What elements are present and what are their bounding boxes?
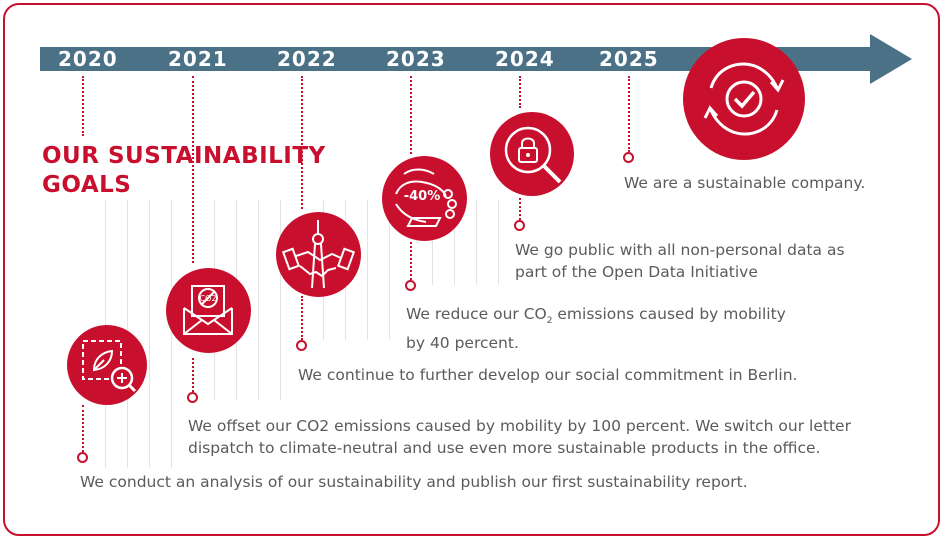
marker-2023 [405, 280, 416, 291]
goal-2021-line-1: We offset our CO2 emissions caused by mo… [188, 417, 851, 435]
title-line-1: OUR SUSTAINABILITY [42, 143, 326, 169]
timeline-connector-2023 [410, 76, 412, 154]
co2-label: CO2 [200, 294, 217, 303]
timeline-connector-2021 [192, 76, 194, 263]
year-2025: 2025 [599, 47, 659, 71]
year-2021: 2021 [168, 47, 228, 71]
marker-2024 [514, 220, 525, 231]
goal-2021: We offset our CO2 emissions caused by mo… [188, 415, 851, 459]
marker-2020 [77, 452, 88, 463]
goal-2023-pre: We reduce our CO [406, 305, 547, 323]
car-emissions-icon: -40% [382, 156, 467, 241]
goal-2023-post: emissions caused by mobility [552, 305, 786, 323]
year-2023: 2023 [386, 47, 446, 71]
goal-2023: We reduce our CO2 emissions caused by mo… [406, 303, 786, 354]
marker-2021 [187, 392, 198, 403]
goal-2023-subscript: 2 [546, 316, 553, 327]
timeline-connector-2023-lower [410, 242, 412, 280]
marker-2025 [623, 152, 634, 163]
sustainable-check-icon [683, 38, 805, 160]
timeline-connector-2022 [301, 76, 303, 209]
lock-search-icon [490, 112, 574, 196]
marker-2022 [296, 340, 307, 351]
timeline-connector-2021-lower [192, 358, 194, 392]
goal-2020: We conduct an analysis of our sustainabi… [80, 473, 748, 491]
timeline-connector-2025 [628, 76, 630, 152]
goal-2021-line-2: dispatch to climate-neutral and use even… [188, 439, 821, 457]
goal-2022: We continue to further develop our socia… [298, 366, 798, 384]
goal-2024: We go public with all non-personal data … [515, 239, 845, 283]
minus-40-label: -40% [404, 189, 441, 204]
timeline-connector-2020 [82, 76, 84, 136]
goal-2024-line-2: part of the Open Data Initiative [515, 263, 758, 281]
year-2020: 2020 [58, 47, 118, 71]
goal-2025: We are a sustainable company. [624, 174, 866, 192]
timeline-connector-2020-lower [82, 405, 84, 452]
page-title: OUR SUSTAINABILITY GOALS [42, 142, 326, 200]
year-2024: 2024 [495, 47, 555, 71]
timeline-connector-2024 [519, 76, 521, 108]
frame-border [3, 3, 940, 536]
year-2022: 2022 [277, 47, 337, 71]
goal-2024-line-1: We go public with all non-personal data … [515, 241, 845, 259]
timeline-arrow [40, 34, 912, 84]
handshake-tower-icon [276, 212, 361, 297]
timeline-connector-2024-lower [519, 198, 521, 220]
timeline-connector-2022-lower [301, 296, 303, 340]
title-line-2: GOALS [42, 172, 132, 198]
leaf-magnifier-icon [67, 325, 147, 405]
goal-2023-line-2: by 40 percent. [406, 334, 519, 353]
envelope-co2-icon: CO2 [166, 268, 251, 353]
